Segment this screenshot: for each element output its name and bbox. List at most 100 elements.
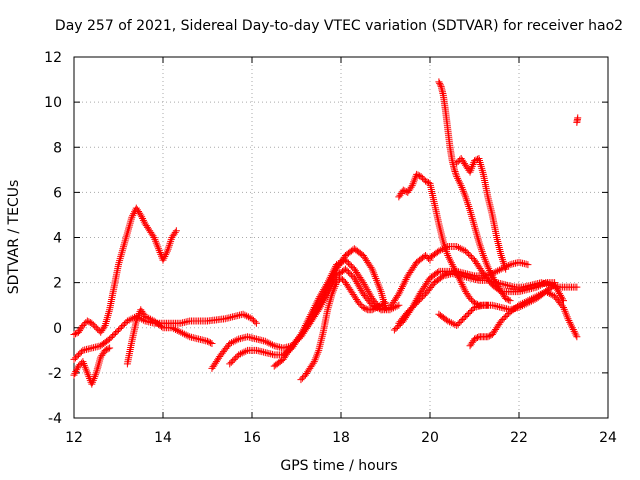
- data-point: [168, 324, 176, 332]
- data-point: [569, 326, 577, 334]
- data-point: [456, 318, 464, 326]
- data-point: [204, 337, 211, 345]
- data-point: [320, 286, 328, 294]
- data-point: [319, 299, 327, 307]
- data-point: [450, 166, 458, 174]
- data-point: [346, 270, 354, 278]
- data-point: [71, 330, 79, 338]
- data-point: [497, 265, 505, 273]
- data-point: [138, 213, 146, 221]
- data-point: [374, 303, 382, 311]
- y-tick-label: 10: [44, 95, 62, 111]
- data-point: [373, 303, 381, 311]
- data-point: [396, 288, 404, 296]
- data-point: [265, 339, 273, 347]
- data-point: [149, 232, 157, 240]
- data-point: [337, 274, 345, 282]
- data-point: [502, 294, 510, 302]
- data-point: [125, 316, 133, 324]
- data-point: [553, 284, 561, 292]
- data-point: [226, 340, 234, 348]
- data-point: [205, 338, 213, 346]
- data-point: [568, 322, 576, 330]
- y-tick-label: 8: [53, 140, 62, 156]
- data-point: [161, 252, 169, 260]
- series-track-8: [297, 274, 389, 384]
- data-point: [370, 305, 378, 313]
- y-tick-label: 6: [53, 185, 62, 201]
- data-point: [536, 290, 544, 298]
- data-point: [312, 300, 320, 308]
- data-point: [73, 352, 81, 360]
- data-point: [436, 81, 444, 89]
- data-point: [330, 266, 338, 274]
- data-point: [79, 321, 87, 329]
- data-point: [70, 355, 78, 363]
- data-point: [333, 261, 341, 269]
- data-point: [501, 263, 509, 271]
- series-track-2: [70, 344, 114, 388]
- data-point: [233, 336, 241, 344]
- series-track-17: [573, 114, 582, 126]
- data-point: [499, 257, 507, 265]
- data-point: [473, 334, 481, 342]
- data-point: [533, 283, 541, 291]
- data-point: [356, 285, 364, 293]
- data-point: [309, 359, 317, 367]
- data-point: [555, 288, 563, 296]
- data-point: [362, 284, 370, 292]
- data-point: [83, 317, 91, 325]
- data-point: [414, 297, 422, 305]
- data-point: [446, 255, 454, 263]
- data-point: [252, 319, 260, 327]
- data-point: [71, 354, 79, 362]
- data-point: [343, 267, 351, 275]
- data-point: [317, 302, 325, 310]
- data-point: [80, 320, 88, 328]
- data-point: [419, 293, 427, 301]
- data-point: [448, 261, 456, 269]
- data-point: [454, 176, 462, 184]
- data-point: [397, 286, 405, 294]
- data-point: [377, 301, 385, 309]
- data-point: [465, 204, 473, 212]
- data-point: [267, 340, 275, 348]
- data-point: [464, 199, 472, 207]
- data-point: [354, 281, 362, 289]
- data-point: [112, 329, 120, 337]
- data-point: [452, 171, 460, 179]
- series-track-15: [466, 288, 581, 350]
- data-point: [401, 277, 409, 285]
- data-point: [529, 294, 537, 302]
- data-point: [347, 271, 355, 279]
- data-point: [503, 295, 511, 303]
- data-point: [458, 245, 466, 253]
- data-point: [109, 332, 117, 340]
- data-point: [568, 324, 576, 332]
- data-point: [208, 340, 216, 348]
- x-tick-label: 12: [65, 430, 83, 446]
- data-point: [229, 338, 237, 346]
- data-point: [182, 331, 190, 339]
- data-point: [251, 318, 259, 326]
- data-point: [485, 265, 493, 273]
- data-point: [457, 279, 465, 287]
- data-point: [147, 315, 155, 323]
- data-point: [515, 301, 523, 309]
- data-point: [547, 290, 555, 298]
- data-point: [141, 312, 149, 320]
- data-point: [557, 291, 565, 299]
- data-point: [380, 300, 388, 308]
- data-point: [454, 320, 462, 328]
- data-point: [74, 362, 82, 370]
- data-point: [456, 180, 464, 188]
- data-point: [504, 261, 512, 269]
- data-point: [316, 293, 324, 301]
- data-point: [468, 306, 476, 314]
- data-point: [128, 213, 136, 221]
- data-point: [229, 357, 237, 365]
- data-point: [462, 247, 470, 255]
- data-point: [447, 319, 455, 327]
- data-point: [85, 318, 93, 326]
